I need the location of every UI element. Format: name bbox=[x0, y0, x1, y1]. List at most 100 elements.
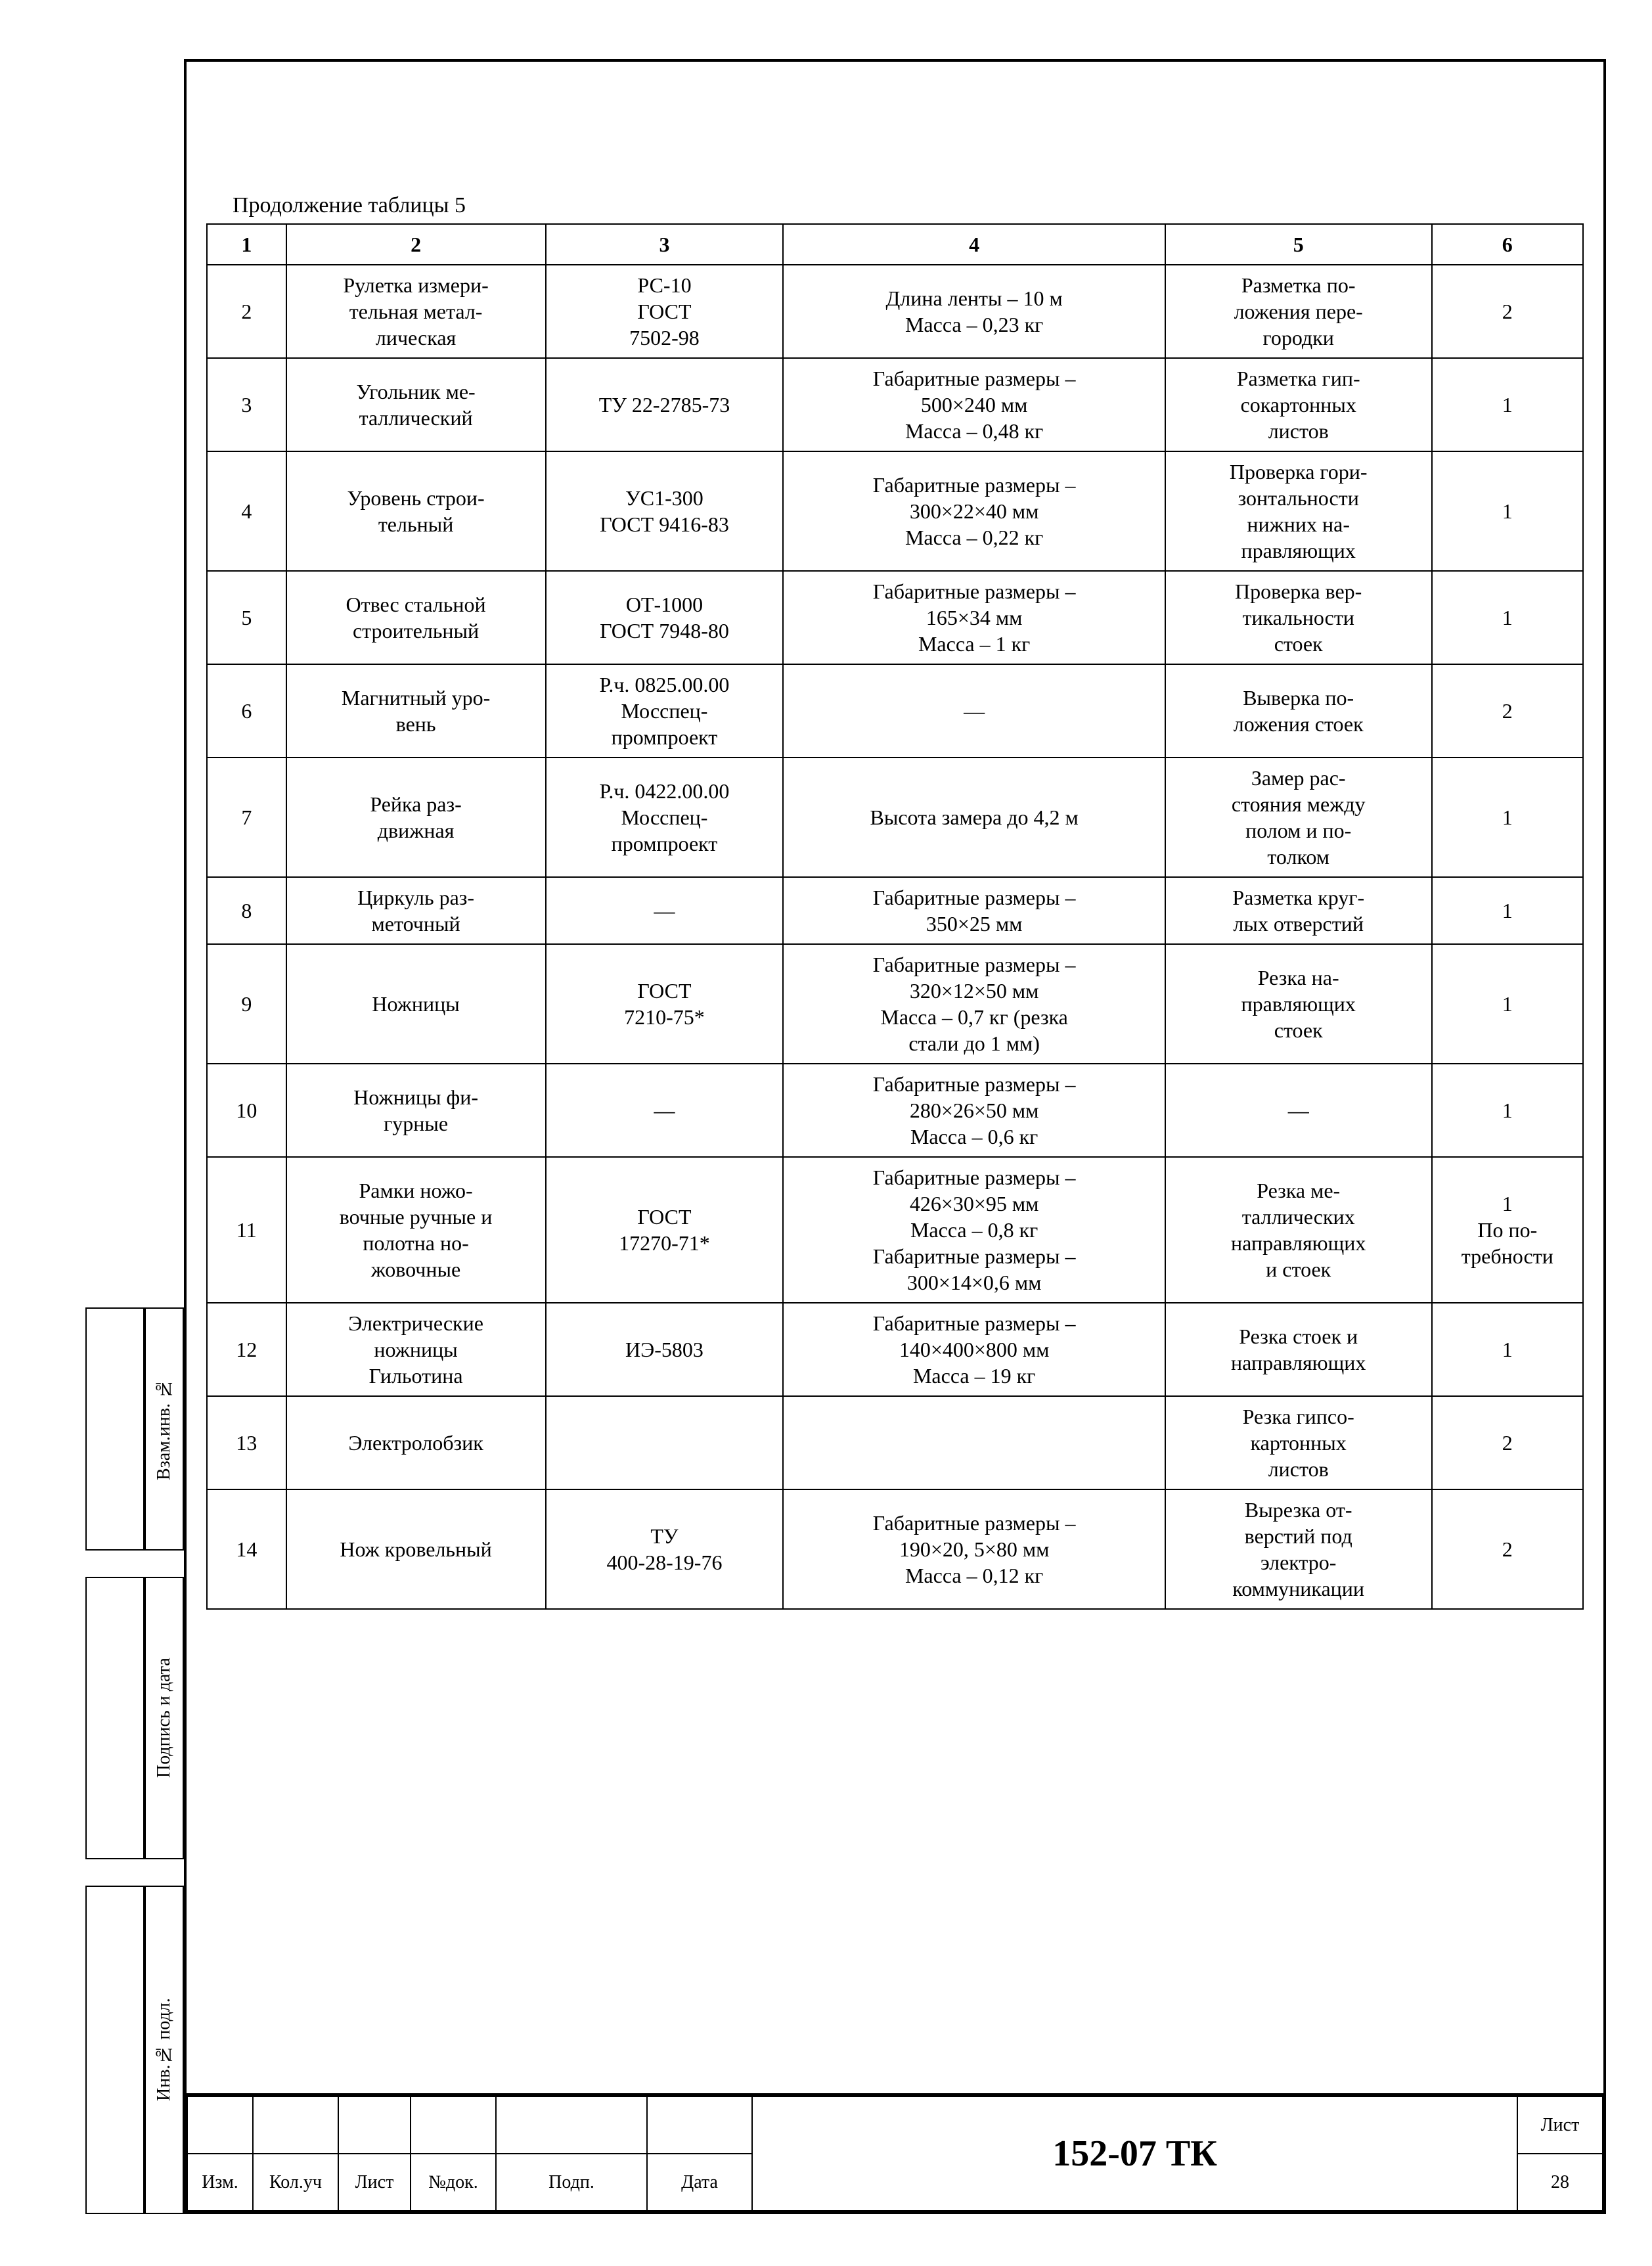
tb-label-list: Лист bbox=[338, 2154, 411, 2211]
tb-label-ndok: №док. bbox=[411, 2154, 496, 2211]
table-cell-col3: Р.ч. 0422.00.00Мосспец-промпроект bbox=[546, 758, 784, 877]
tb-cell-empty bbox=[338, 2096, 411, 2154]
table-row: 11Рамки ножо-вочные ручные иполотна но-ж… bbox=[207, 1157, 1583, 1303]
table-cell-col5: Разметка по-ложения пере-городки bbox=[1165, 265, 1432, 358]
table-cell-col5: Резка гипсо-картонныхлистов bbox=[1165, 1396, 1432, 1489]
doc-code-cell: 152-07 ТК bbox=[752, 2096, 1517, 2211]
table-cell-col4: Габаритные размеры –426×30×95 ммМасса – … bbox=[783, 1157, 1165, 1303]
table-cell-col2: Ножницы bbox=[286, 944, 546, 1064]
table-cell-col1: 9 bbox=[207, 944, 286, 1064]
table-cell-col4: Габаритные размеры –190×20, 5×80 ммМасса… bbox=[783, 1489, 1165, 1609]
table-cell-col3: Р.ч. 0825.00.00Мосспец-промпроект bbox=[546, 664, 784, 758]
table-cell-col2: Ножницы фи-гурные bbox=[286, 1064, 546, 1157]
sidebar-label-vzam: Взам.инв. № bbox=[145, 1307, 184, 1551]
table-cell-col6: 1 bbox=[1432, 877, 1583, 944]
table-row: 10Ножницы фи-гурные—Габаритные размеры –… bbox=[207, 1064, 1583, 1157]
table-row: 12ЭлектрическиеножницыГильотинаИЭ-5803Га… bbox=[207, 1303, 1583, 1396]
sidebar-label-inv: Инв.№ подл. bbox=[145, 1886, 184, 2214]
table-cell-col4: Габаритные размеры –280×26×50 ммМасса – … bbox=[783, 1064, 1165, 1157]
table-cell-col4: Габаритные размеры –140×400×800 ммМасса … bbox=[783, 1303, 1165, 1396]
page-frame: Продолжение таблицы 5 1 2 3 4 5 6 2Рулет… bbox=[184, 59, 1606, 2214]
table-cell-col5: Вырезка от-верстий подэлектро-коммуникац… bbox=[1165, 1489, 1432, 1609]
content-area: Продолжение таблицы 5 1 2 3 4 5 6 2Рулет… bbox=[206, 193, 1584, 1610]
table-cell-col5: Замер рас-стояния междуполом и по-толком bbox=[1165, 758, 1432, 877]
table-cell-col2: Уровень строи-тельный bbox=[286, 451, 546, 571]
title-block: 152-07 ТК Лист Изм. Кол.уч Лист №док. По… bbox=[187, 2093, 1603, 2211]
table-cell-col1: 3 bbox=[207, 358, 286, 451]
table-cell-col6: 1 bbox=[1432, 358, 1583, 451]
sidebar-box-vzam bbox=[85, 1307, 145, 1551]
table-cell-col4: Габаритные размеры –350×25 мм bbox=[783, 877, 1165, 944]
tb-cell-empty bbox=[647, 2096, 752, 2154]
table-row: 2Рулетка измери-тельная метал-лическаяРС… bbox=[207, 265, 1583, 358]
table-cell-col3: ГОСТ17270-71* bbox=[546, 1157, 784, 1303]
table-cell-col1: 6 bbox=[207, 664, 286, 758]
table-cell-col6: 1 bbox=[1432, 451, 1583, 571]
table-row: 9НожницыГОСТ7210-75*Габаритные размеры –… bbox=[207, 944, 1583, 1064]
table-cell-col5: Выверка по-ложения стоек bbox=[1165, 664, 1432, 758]
tb-label-podp: Подп. bbox=[496, 2154, 647, 2211]
table-cell-col5: Резка на-правляющихстоек bbox=[1165, 944, 1432, 1064]
table-cell-col6: 1 bbox=[1432, 1064, 1583, 1157]
table-row: 13Электролобзик Резка гипсо-картонныхлист… bbox=[207, 1396, 1583, 1489]
table-cell-col6: 2 bbox=[1432, 664, 1583, 758]
table-row: 4Уровень строи-тельныйУС1-300ГОСТ 9416-8… bbox=[207, 451, 1583, 571]
table-cell-col2: Угольник ме-таллический bbox=[286, 358, 546, 451]
col-header-2: 2 bbox=[286, 224, 546, 265]
table-cell-col4: Высота замера до 4,2 м bbox=[783, 758, 1165, 877]
main-table: 1 2 3 4 5 6 2Рулетка измери-тельная мета… bbox=[206, 223, 1584, 1610]
table-row: 3Угольник ме-таллическийТУ 22-2785-73Габ… bbox=[207, 358, 1583, 451]
table-row: 6Магнитный уро-веньР.ч. 0825.00.00Мосспе… bbox=[207, 664, 1583, 758]
table-cell-col1: 11 bbox=[207, 1157, 286, 1303]
table-cell-col3 bbox=[546, 1396, 784, 1489]
table-cell-col3: ОТ-1000ГОСТ 7948-80 bbox=[546, 571, 784, 664]
table-cell-col2: Магнитный уро-вень bbox=[286, 664, 546, 758]
table-cell-col5: Проверка гори-зонтальностинижних на-прав… bbox=[1165, 451, 1432, 571]
table-cell-col2: Рулетка измери-тельная метал-лическая bbox=[286, 265, 546, 358]
table-row: 7Рейка раз-движнаяР.ч. 0422.00.00Мосспец… bbox=[207, 758, 1583, 877]
table-row: 5Отвес стальнойстроительныйОТ-1000ГОСТ 7… bbox=[207, 571, 1583, 664]
table-cell-col3: УС1-300ГОСТ 9416-83 bbox=[546, 451, 784, 571]
table-cell-col1: 12 bbox=[207, 1303, 286, 1396]
sheet-label: Лист bbox=[1517, 2096, 1603, 2154]
table-cell-col6: 1 bbox=[1432, 944, 1583, 1064]
table-cell-col2: Нож кровельный bbox=[286, 1489, 546, 1609]
doc-code: 152-07 ТК bbox=[1052, 2133, 1217, 2174]
tb-cell-empty bbox=[253, 2096, 338, 2154]
table-cell-col4 bbox=[783, 1396, 1165, 1489]
table-cell-col6: 1 bbox=[1432, 1303, 1583, 1396]
table-cell-col3: — bbox=[546, 1064, 784, 1157]
sidebar-box-inv bbox=[85, 1886, 145, 2214]
table-cell-col1: 2 bbox=[207, 265, 286, 358]
table-cell-col2: Электролобзик bbox=[286, 1396, 546, 1489]
table-cell-col3: ТУ 22-2785-73 bbox=[546, 358, 784, 451]
tb-cell-empty bbox=[411, 2096, 496, 2154]
table-cell-col4: Габаритные размеры –165×34 ммМасса – 1 к… bbox=[783, 571, 1165, 664]
table-cell-col5: Проверка вер-тикальностистоек bbox=[1165, 571, 1432, 664]
tb-label-izm: Изм. bbox=[187, 2154, 253, 2211]
table-cell-col6: 2 bbox=[1432, 265, 1583, 358]
col-header-6: 6 bbox=[1432, 224, 1583, 265]
sidebar-box-podpis bbox=[85, 1577, 145, 1859]
table-cell-col4: Габаритные размеры –500×240 ммМасса – 0,… bbox=[783, 358, 1165, 451]
table-cell-col5: Резка стоек инаправляющих bbox=[1165, 1303, 1432, 1396]
left-sidebar: Взам.инв. № Подпись и дата Инв.№ подл. bbox=[85, 59, 184, 2214]
table-cell-col3: — bbox=[546, 877, 784, 944]
table-cell-col2: Рейка раз-движная bbox=[286, 758, 546, 877]
table-row: 14Нож кровельныйТУ400-28-19-76Габаритные… bbox=[207, 1489, 1583, 1609]
table-cell-col3: РС-10ГОСТ7502-98 bbox=[546, 265, 784, 358]
table-cell-col4: Габаритные размеры –320×12×50 ммМасса – … bbox=[783, 944, 1165, 1064]
table-cell-col1: 4 bbox=[207, 451, 286, 571]
table-cell-col5: Резка ме-таллическихнаправляющихи стоек bbox=[1165, 1157, 1432, 1303]
table-cell-col1: 10 bbox=[207, 1064, 286, 1157]
table-cell-col1: 8 bbox=[207, 877, 286, 944]
table-row: 8Циркуль раз-меточный—Габаритные размеры… bbox=[207, 877, 1583, 944]
col-header-1: 1 bbox=[207, 224, 286, 265]
sidebar-label-podpis: Подпись и дата bbox=[145, 1577, 184, 1859]
table-cell-col2: ЭлектрическиеножницыГильотина bbox=[286, 1303, 546, 1396]
tb-cell-empty bbox=[187, 2096, 253, 2154]
tb-label-koluch: Кол.уч bbox=[253, 2154, 338, 2211]
table-header-row: 1 2 3 4 5 6 bbox=[207, 224, 1583, 265]
table-cell-col1: 13 bbox=[207, 1396, 286, 1489]
tb-label-data: Дата bbox=[647, 2154, 752, 2211]
